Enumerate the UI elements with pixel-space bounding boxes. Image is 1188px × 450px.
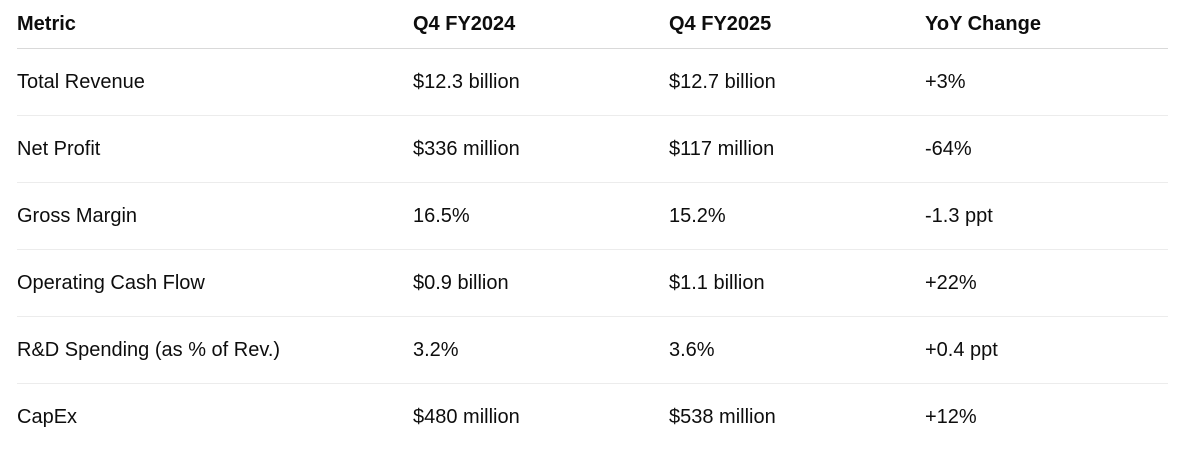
metric-cell: Gross Margin (17, 183, 413, 250)
fy2024-cell: 3.2% (413, 317, 669, 384)
yoy-change-cell: +12% (925, 384, 1168, 450)
fy2025-cell: $12.7 billion (669, 49, 925, 116)
header-q4-fy2024: Q4 FY2024 (413, 0, 669, 49)
fy2024-cell: $0.9 billion (413, 250, 669, 317)
yoy-change-cell: -1.3 ppt (925, 183, 1168, 250)
table-row: Gross Margin 16.5% 15.2% -1.3 ppt (17, 183, 1168, 250)
fy2024-cell: $336 million (413, 116, 669, 183)
table-header-row: Metric Q4 FY2024 Q4 FY2025 YoY Change (17, 0, 1168, 49)
header-metric: Metric (17, 0, 413, 49)
yoy-change-cell: -64% (925, 116, 1168, 183)
yoy-change-cell: +0.4 ppt (925, 317, 1168, 384)
fy2025-cell: $538 million (669, 384, 925, 450)
financial-table-container: Metric Q4 FY2024 Q4 FY2025 YoY Change To… (17, 0, 1168, 450)
yoy-change-cell: +22% (925, 250, 1168, 317)
metric-cell: R&D Spending (as % of Rev.) (17, 317, 413, 384)
table-row: Operating Cash Flow $0.9 billion $1.1 bi… (17, 250, 1168, 317)
metric-cell: Net Profit (17, 116, 413, 183)
header-yoy-change: YoY Change (925, 0, 1168, 49)
table-row: R&D Spending (as % of Rev.) 3.2% 3.6% +0… (17, 317, 1168, 384)
fy2025-cell: 3.6% (669, 317, 925, 384)
fy2025-cell: $1.1 billion (669, 250, 925, 317)
fy2025-cell: 15.2% (669, 183, 925, 250)
table-row: Total Revenue $12.3 billion $12.7 billio… (17, 49, 1168, 116)
fy2024-cell: $12.3 billion (413, 49, 669, 116)
table-row: Net Profit $336 million $117 million -64… (17, 116, 1168, 183)
financial-metrics-table: Metric Q4 FY2024 Q4 FY2025 YoY Change To… (17, 0, 1168, 450)
metric-cell: Operating Cash Flow (17, 250, 413, 317)
header-q4-fy2025: Q4 FY2025 (669, 0, 925, 49)
fy2025-cell: $117 million (669, 116, 925, 183)
metric-cell: CapEx (17, 384, 413, 450)
table-row: CapEx $480 million $538 million +12% (17, 384, 1168, 450)
fy2024-cell: 16.5% (413, 183, 669, 250)
yoy-change-cell: +3% (925, 49, 1168, 116)
fy2024-cell: $480 million (413, 384, 669, 450)
metric-cell: Total Revenue (17, 49, 413, 116)
